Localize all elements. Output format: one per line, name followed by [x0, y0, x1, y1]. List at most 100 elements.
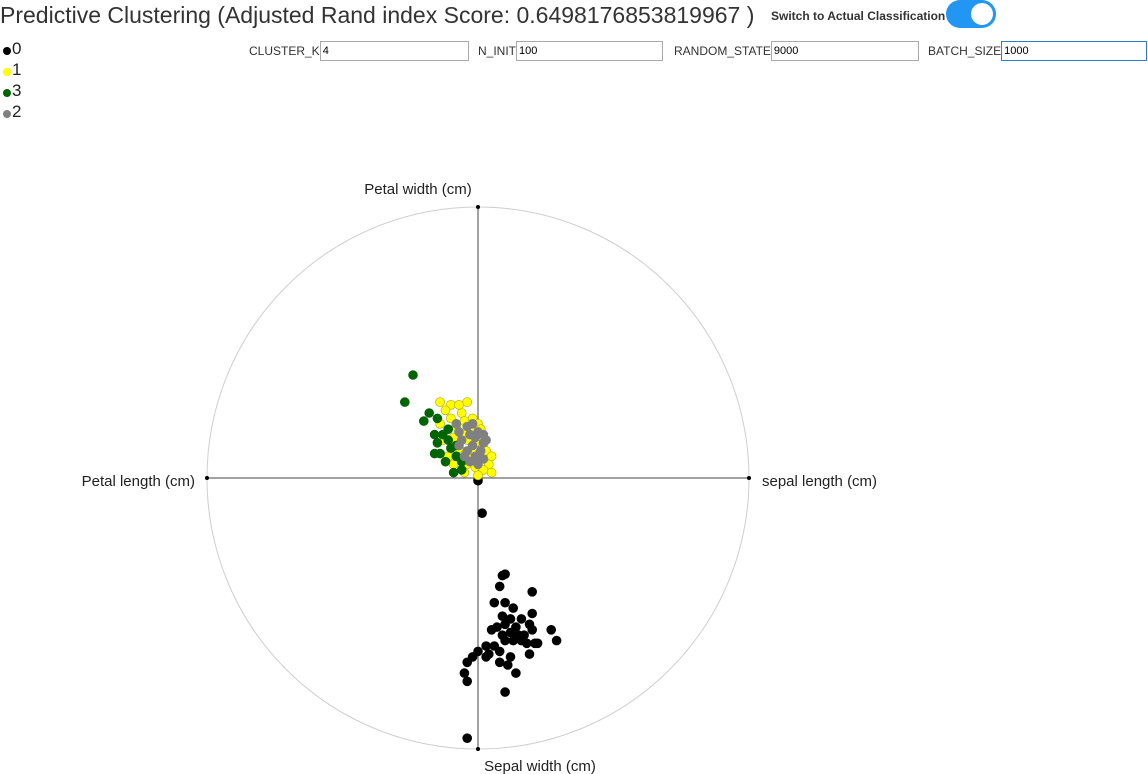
legend-label: 3 — [12, 80, 22, 100]
data-point-cluster-0 — [516, 614, 527, 624]
data-point-cluster-1 — [454, 400, 464, 410]
data-point-cluster-0 — [505, 652, 516, 662]
legend: 0 1 3 2 — [3, 38, 21, 122]
legend-dot — [3, 110, 11, 118]
page-title: Predictive Clustering (Adjusted Rand ind… — [0, 2, 755, 28]
data-point-cluster-1 — [456, 408, 467, 418]
data-point-cluster-0 — [477, 508, 487, 519]
data-point-cluster-2 — [454, 440, 464, 451]
anchor-label-top: Petal width (cm) — [364, 181, 472, 198]
data-point-cluster-0 — [494, 581, 505, 592]
actual-classification-toggle[interactable] — [946, 0, 996, 28]
data-point-cluster-0 — [462, 657, 473, 668]
data-point-cluster-3 — [399, 397, 410, 407]
data-point-cluster-1 — [486, 467, 497, 478]
toggle-knob[interactable] — [971, 3, 993, 25]
data-point-cluster-0 — [521, 638, 532, 649]
batch-size-label: BATCH_SIZE — [928, 44, 1002, 58]
data-point-cluster-0 — [492, 622, 502, 632]
data-point-cluster-0 — [500, 597, 510, 608]
data-point-cluster-3 — [418, 416, 429, 426]
random-state-label: RANDOM_STATE — [674, 44, 771, 58]
data-point-cluster-1 — [473, 470, 483, 481]
data-point-cluster-1 — [462, 397, 473, 407]
data-point-cluster-1 — [440, 405, 451, 416]
anchor-label-bottom: Sepal width (cm) — [484, 758, 596, 774]
data-points — [399, 370, 562, 744]
legend-dot — [3, 89, 11, 97]
legend-label: 0 — [12, 38, 22, 58]
random-state-param: RANDOM_STATE — [674, 41, 919, 61]
anchor-point-left — [205, 476, 209, 480]
data-point-cluster-0 — [489, 597, 500, 608]
data-point-cluster-3 — [429, 429, 440, 440]
data-point-cluster-0 — [505, 627, 516, 638]
data-point-cluster-1 — [486, 451, 497, 462]
data-point-cluster-2 — [465, 456, 475, 467]
cluster-k-input[interactable] — [319, 41, 469, 61]
data-point-cluster-3 — [437, 429, 448, 440]
data-point-cluster-0 — [481, 641, 491, 651]
anchor-point-bottom — [476, 747, 480, 751]
anchor-point-right — [747, 476, 751, 480]
data-point-cluster-0 — [551, 635, 562, 646]
data-point-cluster-0 — [500, 635, 510, 646]
data-point-cluster-0 — [524, 649, 535, 659]
legend-label: 1 — [12, 59, 22, 79]
data-point-cluster-0 — [530, 638, 540, 649]
data-point-cluster-1 — [435, 397, 445, 407]
data-point-cluster-0 — [494, 657, 505, 668]
data-point-cluster-2 — [470, 432, 481, 443]
data-point-cluster-0 — [500, 687, 510, 697]
legend-dot — [3, 68, 11, 76]
data-point-cluster-0 — [462, 733, 473, 744]
data-point-cluster-0 — [497, 611, 508, 622]
data-point-cluster-0 — [527, 608, 538, 619]
data-point-cluster-0 — [508, 635, 519, 646]
data-point-cluster-3 — [429, 448, 440, 459]
legend-dot — [3, 47, 11, 55]
data-point-cluster-2 — [478, 437, 489, 448]
data-point-cluster-3 — [424, 408, 435, 418]
data-point-cluster-1 — [448, 459, 459, 470]
data-point-cluster-0 — [462, 676, 473, 687]
data-point-cluster-0 — [459, 668, 470, 678]
legend-item: 0 — [3, 38, 21, 59]
data-point-cluster-0 — [527, 624, 538, 635]
data-point-cluster-3 — [432, 437, 443, 448]
data-point-cluster-2 — [473, 459, 483, 470]
legend-item: 1 — [3, 59, 21, 80]
random-state-input[interactable] — [770, 41, 919, 61]
data-point-cluster-3 — [408, 370, 418, 380]
anchor-label-left: Petal length (cm) — [82, 473, 195, 490]
legend-item: 2 — [3, 101, 21, 122]
data-point-cluster-0 — [508, 603, 519, 613]
data-point-cluster-0 — [511, 668, 521, 678]
cluster-k-label: CLUSTER_K — [249, 44, 320, 58]
data-point-cluster-3 — [448, 467, 459, 478]
data-point-cluster-0 — [500, 569, 510, 580]
batch-size-input[interactable] — [1001, 41, 1148, 61]
data-point-cluster-0 — [489, 641, 500, 651]
data-point-cluster-2 — [454, 427, 464, 437]
anchor-point-top — [476, 205, 480, 209]
data-point-cluster-2 — [467, 419, 478, 429]
n-init-param: N_INIT — [478, 41, 664, 61]
data-point-cluster-0 — [546, 624, 557, 635]
toggle-label: Switch to Actual Classification — [771, 9, 946, 23]
n-init-label: N_INIT — [478, 44, 517, 58]
batch-size-param: BATCH_SIZE — [928, 41, 1148, 61]
legend-label: 2 — [12, 101, 22, 121]
legend-item: 3 — [3, 80, 21, 101]
data-point-cluster-3 — [432, 413, 443, 424]
radviz-chart: Petal width (cm) Petal length (cm) sepal… — [82, 181, 877, 774]
data-point-cluster-3 — [456, 465, 467, 475]
data-point-cluster-3 — [440, 456, 451, 467]
data-point-cluster-0 — [527, 586, 538, 597]
anchor-label-right: sepal length (cm) — [762, 473, 877, 490]
data-point-cluster-0 — [502, 660, 513, 670]
n-init-input[interactable] — [516, 41, 664, 61]
data-point-cluster-0 — [481, 652, 491, 662]
data-point-cluster-2 — [451, 419, 462, 429]
cluster-k-param: CLUSTER_K — [249, 41, 469, 61]
